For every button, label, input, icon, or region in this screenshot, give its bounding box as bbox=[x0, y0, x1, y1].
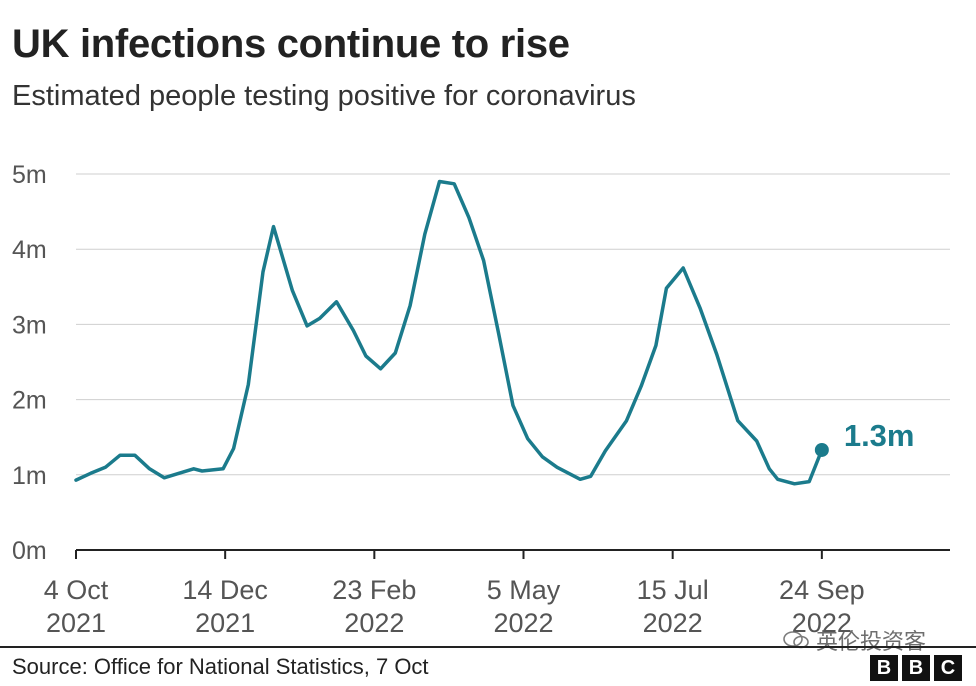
series-layer bbox=[74, 179, 824, 486]
series-line bbox=[74, 179, 824, 486]
x-tick-label: 14 Dec bbox=[182, 575, 268, 605]
y-tick-label: 2m bbox=[12, 387, 47, 415]
annotations: 1.3m bbox=[814, 418, 915, 457]
logo-letter-1: B bbox=[870, 655, 898, 681]
x-axis bbox=[75, 549, 950, 559]
latest-value-point bbox=[814, 442, 829, 457]
footer-divider bbox=[0, 646, 976, 648]
chart-title: UK infections continue to rise bbox=[12, 22, 570, 66]
y-tick-label: 3m bbox=[12, 311, 47, 339]
latest-value-label: 1.3m bbox=[844, 418, 915, 453]
chart-subtitle: Estimated people testing positive for co… bbox=[12, 80, 636, 112]
x-tick-year-label: 2022 bbox=[493, 608, 553, 638]
x-tick-year-label: 2021 bbox=[46, 608, 106, 638]
x-tick-label: 23 Feb bbox=[332, 575, 416, 605]
watermark-text: 英伦投资客 bbox=[816, 629, 927, 654]
x-tick-label: 4 Oct bbox=[44, 575, 109, 605]
x-tick-label: 24 Sep bbox=[779, 575, 865, 605]
y-tick-label: 0m bbox=[12, 537, 47, 565]
y-tick-label: 4m bbox=[12, 236, 47, 264]
logo-letter-3: C bbox=[934, 655, 962, 681]
bbc-logo: B B C bbox=[870, 655, 962, 681]
x-tick-year-label: 2021 bbox=[195, 608, 255, 638]
logo-letter-2: B bbox=[902, 655, 930, 681]
x-tick-year-label: 2022 bbox=[344, 608, 404, 638]
x-tick-label: 5 May bbox=[487, 575, 561, 605]
y-tick-label: 1m bbox=[12, 462, 47, 490]
y-tick-label: 5m bbox=[12, 161, 47, 189]
source-note: Source: Office for National Statistics, … bbox=[12, 654, 429, 679]
x-tick-year-label: 2022 bbox=[792, 608, 852, 638]
gridlines bbox=[76, 173, 950, 476]
watermark: 英伦投资客 bbox=[782, 624, 926, 656]
x-tick-label: 15 Jul bbox=[637, 575, 709, 605]
y-axis-labels: 0m 1m 2m 3m 4m 5m bbox=[12, 161, 47, 565]
x-tick-year-label: 2022 bbox=[643, 608, 703, 638]
